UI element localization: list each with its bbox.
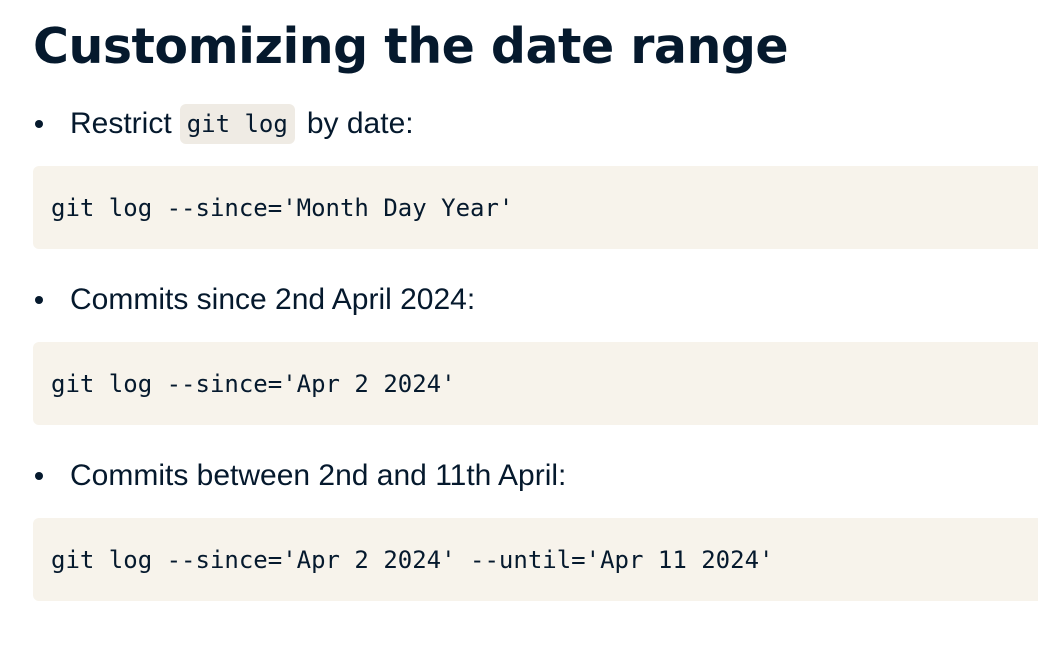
bullet-item-between: Commits between 2nd and 11th April: <box>33 456 566 496</box>
code-line: git log --since='Apr 2 2024' <box>51 369 456 398</box>
code-line: git log --since='Apr 2 2024' --until='Ap… <box>51 545 774 574</box>
bullet-item-restrict: Restrict git log by date: <box>33 104 414 144</box>
code-block: git log --since='Apr 2 2024' --until='Ap… <box>33 518 1038 601</box>
bullet-text-after: by date: <box>306 107 414 140</box>
bullet-dot <box>35 296 43 304</box>
bullet-text-before: Restrict <box>70 107 172 140</box>
bullet-dot <box>35 472 43 480</box>
code-block: git log --since='Month Day Year' <box>33 166 1038 249</box>
code-block: git log --since='Apr 2 2024' <box>33 342 1038 425</box>
inline-code: git log <box>179 104 295 144</box>
bullet-text: Commits between 2nd and 11th April: <box>70 459 567 492</box>
bullet-item-since: Commits since 2nd April 2024: <box>33 280 475 320</box>
bullet-text: Commits since 2nd April 2024: <box>70 283 476 316</box>
page-title: Customizing the date range <box>33 18 789 75</box>
bullet-dot <box>35 120 43 128</box>
code-line: git log --since='Month Day Year' <box>51 193 514 222</box>
